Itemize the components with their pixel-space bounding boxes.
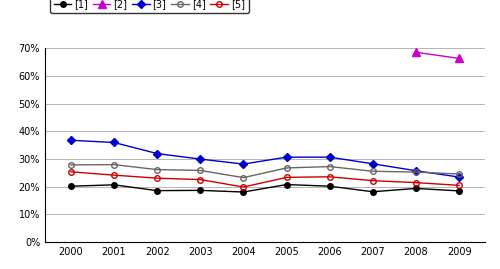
- Legend: [1], [2], [3], [4], [5]: [1], [2], [3], [4], [5]: [50, 0, 249, 13]
